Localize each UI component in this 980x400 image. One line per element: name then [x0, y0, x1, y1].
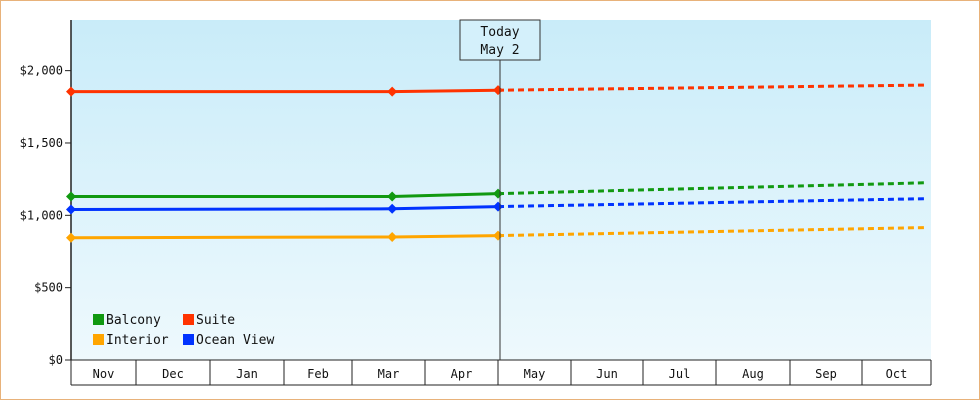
series-ocean-view-point — [66, 204, 76, 215]
x-tick-label: Jun — [596, 367, 618, 381]
legend-label-suite: Suite — [196, 313, 235, 328]
series-interior-forecast-line — [497, 226, 925, 238]
series-interior-point — [66, 232, 76, 243]
y-tick-label: $0 — [49, 353, 63, 367]
x-tick-label: Nov — [93, 367, 115, 381]
series-suite-point — [387, 86, 398, 97]
series-suite-point — [66, 86, 76, 97]
x-tick-label: Apr — [451, 367, 473, 381]
today-callout-line1: Today — [480, 25, 519, 40]
series-balcony-forecast-line — [497, 181, 925, 196]
y-tick-label: $500 — [34, 281, 63, 295]
series-ocean-view-forecast-line — [497, 197, 925, 209]
y-tick-label: $1,000 — [20, 208, 63, 222]
legend-swatch-interior — [93, 334, 104, 345]
today-callout-box — [459, 19, 541, 61]
series-suite-forecast-line — [497, 83, 925, 92]
x-tick-label: Sep — [815, 367, 837, 381]
x-tick-label: Jul — [669, 367, 691, 381]
x-tick-label: Dec — [162, 367, 184, 381]
legend-swatch-ocean-view — [183, 334, 194, 345]
legend-label-interior: Interior — [106, 333, 169, 348]
x-tick-label: Oct — [886, 367, 908, 381]
legend-label-ocean-view: Ocean View — [196, 333, 274, 348]
x-tick-label: Feb — [307, 367, 329, 381]
x-tick-label: Aug — [742, 367, 764, 381]
y-tick-label: $1,500 — [20, 136, 63, 150]
x-tick-label: Jan — [236, 367, 258, 381]
series-suite-line — [71, 88, 499, 94]
series-balcony-point — [66, 191, 76, 202]
series-interior-point — [387, 232, 398, 243]
y-tick-label: $2,000 — [20, 64, 63, 78]
legend-swatch-suite — [183, 314, 194, 325]
x-tick-label: Mar — [378, 367, 400, 381]
legend-label-balcony: Balcony — [106, 313, 161, 328]
x-tick-label: May — [524, 367, 546, 381]
plot-area — [71, 20, 931, 360]
series-balcony-point — [387, 191, 398, 202]
today-callout-line2: May 2 — [480, 43, 519, 58]
series-ocean-view-point — [387, 203, 398, 214]
legend-swatch-balcony — [93, 314, 104, 325]
